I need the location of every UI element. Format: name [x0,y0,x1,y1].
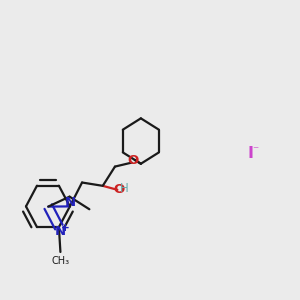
Text: N: N [55,225,66,238]
Text: +: + [61,224,69,233]
Text: H: H [120,182,129,195]
Text: O: O [128,154,139,167]
Text: N: N [65,196,76,208]
Text: I: I [248,146,254,161]
Text: ⁻: ⁻ [252,144,258,157]
Text: CH₃: CH₃ [51,256,70,266]
Text: O: O [113,183,124,196]
